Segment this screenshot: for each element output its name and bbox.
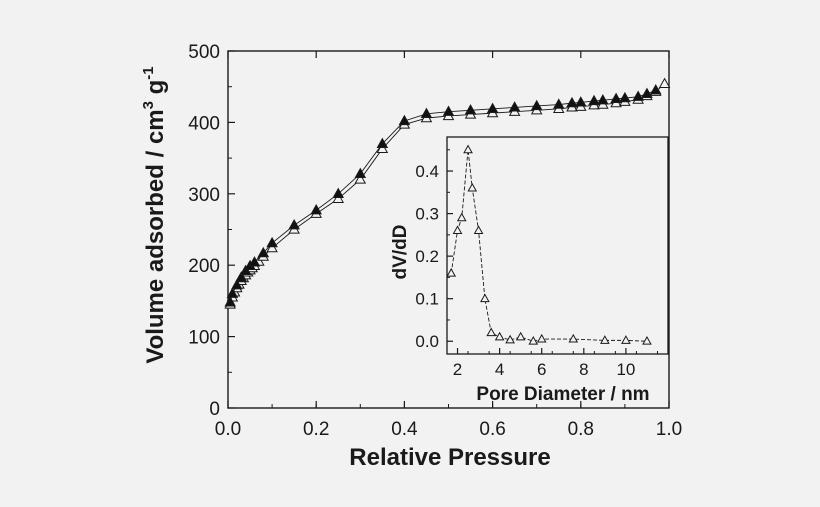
x-tick-label: 1.0 [656,419,682,440]
data-point [486,102,499,113]
data-point [354,167,367,178]
y-tick-label: 0.3 [415,205,439,224]
data-point [464,104,477,115]
data-point [452,225,463,235]
data-point [248,256,261,267]
data-point [446,267,457,277]
data-point [420,107,433,118]
data-point [376,137,389,148]
inset-x-axis-title: Pore Diameter / nm [476,384,649,405]
data-point [600,335,610,344]
data-point [588,94,600,106]
data-point [226,287,239,298]
data-point [610,92,622,103]
data-point [266,236,278,248]
main-axis-ticks: 0.0 0.2 0.4 0.6 0.8 1.0 0 100 200 300 400 500 [188,42,682,440]
data-point [224,296,236,307]
y-tick-label: 300 [188,185,220,206]
x-tick-label: 0.8 [568,419,594,440]
data-point [536,333,547,343]
data-point [376,142,389,153]
data-point [257,246,270,258]
y-tick-label: 0.2 [415,247,439,266]
x-tick-label: 4 [495,360,504,379]
main-x-axis-title: Relative Pressure [349,444,550,471]
x-tick-label: 8 [579,360,588,379]
data-point [235,271,248,282]
data-point [332,187,345,198]
data-point [575,96,587,107]
data-point [642,336,652,345]
data-point [494,331,505,341]
inset-axis-ticks: 2 4 6 8 10 0.0 0.1 0.2 0.3 0.4 [415,149,658,379]
y-tick-label: 0 [209,399,220,420]
data-point [239,264,252,276]
data-point [442,105,455,116]
y-tick-label: 0.0 [415,332,439,351]
data-point [632,90,644,101]
x-tick-label: 6 [537,360,546,379]
data-point [456,212,467,222]
data-point [552,98,565,109]
y-tick-label: 0.1 [415,290,439,309]
x-tick-label: 0.4 [391,419,418,440]
data-point [649,84,662,95]
data-point [473,225,484,235]
data-point [505,334,515,344]
y-tick-label: 200 [188,256,220,277]
inset-plot-frame [446,136,669,355]
data-point [266,241,278,253]
data-point [398,114,411,126]
data-point [467,182,478,192]
x-tick-label: 10 [616,360,635,379]
inset-plot-series [446,144,652,345]
data-point [310,203,322,215]
data-point [528,336,539,345]
data-point [288,218,300,230]
data-point [463,144,473,154]
data-point [231,278,243,290]
y-tick-label: 100 [188,328,220,349]
data-point [641,87,653,98]
data-point [597,94,609,105]
data-point [619,91,631,103]
data-point [621,335,631,344]
y-title-sup2: -1 [140,66,157,79]
x-tick-label: 0.0 [215,419,241,440]
data-point [480,293,490,303]
y-tick-label: 0.4 [415,162,439,181]
y-tick-label: 400 [188,113,220,134]
y-tick-label: 500 [188,42,220,63]
x-tick-label: 2 [453,360,462,379]
x-tick-label: 0.6 [479,419,505,440]
data-point [508,101,521,112]
main-plot-series [224,77,671,309]
y-title-main: Volume adsorbed / cm [142,109,169,363]
data-point [354,173,367,184]
data-point [515,331,526,341]
data-point [530,99,543,111]
x-tick-label: 0.2 [303,419,329,440]
data-point [658,77,671,88]
data-point [568,333,579,343]
data-point [332,192,345,203]
y-title-sup: 3 [140,101,157,109]
inset-y-axis-title: dV/dD [390,225,411,280]
data-point [486,327,497,337]
data-point [566,96,578,108]
main-y-axis-title: Volume adsorbed / cm3 g-1 [140,66,169,363]
y-title-mid: g [142,80,169,101]
